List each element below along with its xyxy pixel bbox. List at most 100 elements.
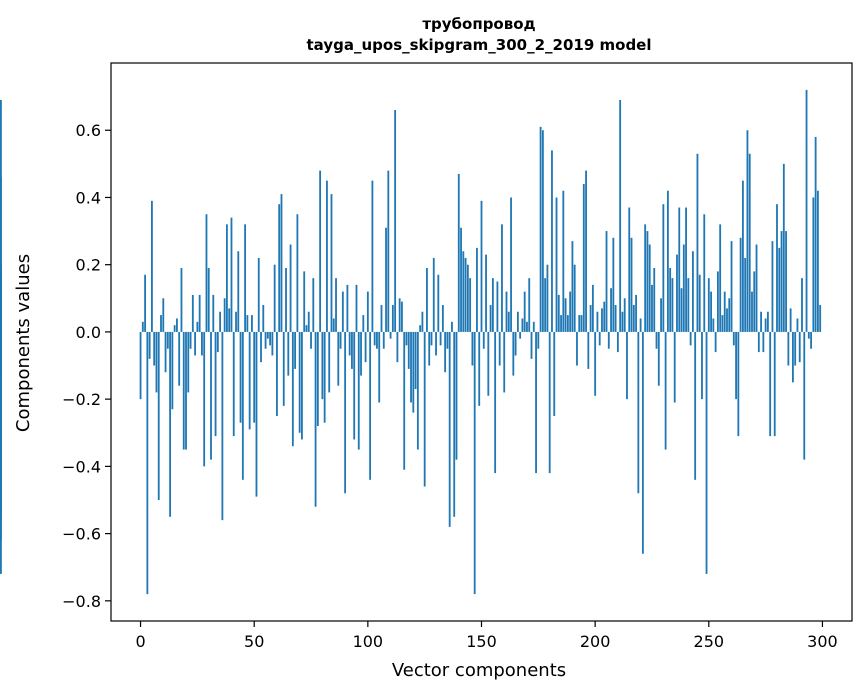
- bar: [164, 331, 167, 373]
- bar: [353, 331, 356, 440]
- bar: [596, 311, 599, 332]
- bar: [619, 99, 622, 332]
- bar: [482, 331, 485, 349]
- bar: [166, 331, 169, 349]
- bar: [819, 305, 822, 332]
- bar: [246, 315, 249, 332]
- bar: [355, 284, 358, 332]
- bar: [351, 331, 353, 369]
- bar: [435, 331, 437, 356]
- bar: [257, 257, 260, 332]
- bar: [428, 331, 431, 366]
- bar: [537, 331, 540, 349]
- bar: [810, 331, 812, 349]
- bar: [753, 271, 756, 332]
- x-tick-label: 200: [580, 632, 611, 651]
- bar: [319, 170, 322, 332]
- bar: [728, 298, 731, 332]
- bar: [298, 331, 301, 433]
- bar: [0, 331, 2, 541]
- bar: [744, 257, 747, 332]
- bar: [335, 278, 337, 332]
- y-axis-ticks: −0.8 −0.6 −0.4 −0.2 0.0 0.2 0.4 0.6: [62, 121, 111, 611]
- bar: [807, 331, 810, 339]
- bar: [757, 331, 760, 353]
- bar: [173, 325, 176, 332]
- bar: [671, 278, 674, 332]
- bar: [430, 331, 433, 346]
- bar: [314, 331, 317, 507]
- bar: [437, 274, 440, 332]
- bar: [769, 331, 772, 437]
- bar: [264, 331, 267, 349]
- bar: [155, 331, 158, 393]
- bar: [521, 318, 524, 332]
- bar: [787, 331, 790, 366]
- y-tick-label: −0.6: [62, 525, 101, 544]
- bar: [789, 308, 792, 332]
- bar: [560, 315, 562, 332]
- bar: [473, 331, 476, 595]
- bar: [812, 197, 815, 332]
- bar: [401, 301, 403, 332]
- bar: [801, 278, 803, 332]
- bar: [251, 315, 253, 332]
- bar: [207, 268, 210, 332]
- bar: [494, 331, 497, 474]
- bar: [705, 331, 708, 574]
- bar: [323, 331, 326, 423]
- bar: [616, 331, 619, 353]
- bar: [239, 331, 242, 423]
- bar: [266, 331, 269, 339]
- bar: [796, 318, 799, 332]
- bar: [528, 278, 531, 332]
- bar: [760, 311, 762, 332]
- bar: [610, 288, 612, 332]
- bar: [680, 288, 683, 332]
- bar: [466, 264, 469, 332]
- bar: [0, 315, 2, 332]
- bar: [751, 291, 753, 332]
- bar: [410, 331, 412, 403]
- x-tick-label: 0: [135, 632, 145, 651]
- bar: [296, 214, 299, 332]
- y-tick-label: 0.4: [76, 188, 101, 207]
- bar: [339, 331, 342, 349]
- bar: [612, 237, 615, 332]
- bar: [348, 331, 351, 356]
- bar: [139, 331, 142, 400]
- bar: [396, 331, 399, 363]
- bar: [623, 298, 626, 332]
- x-tick-label: 100: [353, 632, 384, 651]
- bar: [662, 204, 665, 332]
- bar: [776, 204, 778, 332]
- bar: [180, 268, 183, 332]
- bar: [289, 244, 292, 332]
- bar: [571, 241, 574, 332]
- y-tick-label: −0.4: [62, 457, 101, 476]
- bar: [471, 331, 474, 366]
- bar: [603, 301, 606, 332]
- bar: [416, 331, 419, 450]
- bar: [185, 331, 187, 450]
- bar: [178, 331, 181, 386]
- bar: [276, 331, 278, 416]
- bar: [566, 315, 569, 332]
- bar: [564, 298, 567, 332]
- bar: [423, 331, 426, 487]
- bar: [682, 244, 685, 332]
- bar: [628, 207, 631, 332]
- bar: [519, 331, 522, 339]
- bar: [637, 331, 640, 494]
- bar: [280, 194, 283, 332]
- bar: [412, 331, 415, 413]
- bar: [735, 331, 737, 400]
- bar: [0, 331, 2, 376]
- bar: [360, 331, 362, 376]
- bar: [262, 305, 265, 332]
- bar: [169, 331, 172, 517]
- bar: [371, 180, 374, 332]
- bar: [635, 294, 637, 332]
- bar: [778, 247, 781, 332]
- bar: [548, 331, 551, 474]
